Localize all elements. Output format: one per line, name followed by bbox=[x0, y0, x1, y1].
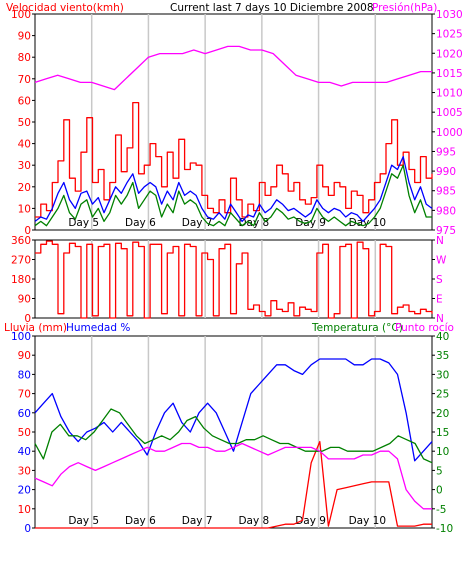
chart3-tick-label-left: 60 bbox=[18, 408, 31, 420]
chart3-tick-label-left: 80 bbox=[18, 369, 31, 381]
chart1-tick-label-right: 990 bbox=[436, 166, 456, 178]
chart1-ylabel-right: Presión(hPa) bbox=[372, 2, 437, 14]
chart1-title: Current last 7 days 10 Diciembre 2008 bbox=[170, 2, 374, 14]
chart3-tick-label-right: -5 bbox=[436, 504, 446, 516]
chart1-x-label: Day 5 bbox=[68, 217, 99, 229]
chart1-x-label: Day 6 bbox=[125, 217, 156, 229]
chart1-tick-label-right: 1020 bbox=[436, 48, 463, 60]
chart3-tick-label-left: 0 bbox=[24, 523, 31, 535]
chart1-tick-label-left: 40 bbox=[18, 139, 31, 151]
chart3-ylabel-temperature: Temperatura (°C) bbox=[311, 322, 403, 334]
chart1-x-label: Day 8 bbox=[238, 217, 269, 229]
chart1-tick-label-left: 10 bbox=[18, 203, 31, 215]
chart1-tick-label-right: 1030 bbox=[436, 9, 463, 21]
chart3-tick-label-right: 15 bbox=[436, 427, 449, 439]
chart1-tick-label-right: 1005 bbox=[436, 107, 463, 119]
chart1-tick-label-left: 20 bbox=[18, 182, 31, 194]
chart3-ylabel-rain: Lluvia (mm) bbox=[4, 322, 67, 334]
chart3-x-label: Day 6 bbox=[125, 515, 156, 527]
chart3-tick-label-right: 25 bbox=[436, 389, 449, 401]
chart2-tick-label-left: 270 bbox=[11, 255, 31, 267]
chart3-tick-label-right: -10 bbox=[436, 523, 453, 535]
chart3-tick-label-left: 90 bbox=[18, 350, 31, 362]
chart-layer: 1009080706050403020100103010251020101510… bbox=[11, 9, 463, 535]
chart3-tick-label-right: 0 bbox=[436, 485, 443, 497]
chart3-tick-label-left: 70 bbox=[18, 389, 31, 401]
chart3-tick-label-right: 40 bbox=[436, 331, 449, 343]
chart1-tick-label-left: 80 bbox=[18, 52, 31, 64]
chart2-tick-label-right: S bbox=[436, 274, 443, 286]
chart1-tick-label-right: 980 bbox=[436, 205, 456, 217]
chart1-tick-label-right: 1000 bbox=[436, 127, 463, 139]
chart1-x-label: Day 9 bbox=[295, 217, 326, 229]
chart2-series-wind-direction bbox=[35, 240, 433, 319]
chart2-tick-label-left: 90 bbox=[18, 294, 31, 306]
chart3-tick-label-right: 35 bbox=[436, 350, 449, 362]
chart3-tick-label-right: 5 bbox=[436, 465, 443, 477]
chart1-tick-label-right: 975 bbox=[436, 225, 456, 237]
chart3-series-temperature bbox=[34, 408, 433, 464]
chart3-tick-label-left: 20 bbox=[18, 485, 31, 497]
chart1-x-label: Day 10 bbox=[349, 217, 386, 229]
chart1-series-pressure bbox=[34, 45, 432, 91]
chart3-tick-label-right: 30 bbox=[436, 369, 449, 381]
chart3-x-label: Day 10 bbox=[349, 515, 386, 527]
chart3-tick-label-right: 20 bbox=[436, 408, 449, 420]
chart1-series-wind-speed bbox=[35, 101, 433, 218]
chart2-tick-label-right: N bbox=[436, 235, 444, 247]
chart1-tick-label-right: 1015 bbox=[436, 68, 463, 80]
chart3-x-label: Day 7 bbox=[182, 515, 213, 527]
chart3-tick-label-left: 10 bbox=[18, 504, 31, 516]
chart1-tick-label-right: 995 bbox=[436, 146, 456, 158]
chart3-x-label: Day 8 bbox=[238, 515, 269, 527]
chart1-tick-label-left: 90 bbox=[18, 31, 31, 43]
chart3-series-humidity bbox=[34, 358, 433, 462]
chart2-tick-label-right: N bbox=[436, 313, 444, 325]
chart3-series-dewpoint bbox=[34, 442, 432, 510]
chart1-tick-label-right: 985 bbox=[436, 186, 456, 198]
chart1-tick-label-right: 1025 bbox=[436, 29, 463, 41]
chart2-frame bbox=[34, 239, 433, 319]
chart1-ylabel-left: Velocidad viento(kmh) bbox=[6, 2, 124, 14]
chart3-tick-label-right: 10 bbox=[436, 446, 449, 458]
chart3-tick-label-left: 30 bbox=[18, 465, 31, 477]
chart3-tick-label-left: 50 bbox=[18, 427, 31, 439]
chart3-tick-label-left: 40 bbox=[18, 446, 31, 458]
chart2-tick-label-left: 360 bbox=[11, 235, 31, 247]
chart3-series-rain bbox=[35, 440, 432, 529]
chart2-tick-label-right: W bbox=[436, 255, 447, 267]
chart1-series-wind-low bbox=[34, 164, 432, 227]
chart1-tick-label-left: 50 bbox=[18, 117, 31, 129]
chart3-ylabel-humidity: Humedad % bbox=[66, 322, 130, 334]
chart1-tick-label-left: 60 bbox=[18, 95, 31, 107]
chart1-tick-label-left: 100 bbox=[11, 9, 31, 21]
chart1-tick-label-left: 70 bbox=[18, 74, 31, 86]
chart2-tick-label-left: 0 bbox=[24, 313, 31, 325]
chart3-ylabel-dewpoint: Punto rocío bbox=[395, 322, 454, 334]
chart1-tick-label-left: 0 bbox=[24, 225, 31, 237]
chart3-tick-label-left: 100 bbox=[11, 331, 31, 343]
chart2-tick-label-left: 180 bbox=[11, 274, 31, 286]
chart1-tick-label-right: 1010 bbox=[436, 88, 463, 100]
chart1-series-wind-avg bbox=[34, 155, 433, 223]
chart1-tick-label-left: 30 bbox=[18, 160, 31, 172]
chart2-tick-label-right: E bbox=[436, 294, 443, 306]
chart3-x-label: Day 5 bbox=[68, 515, 99, 527]
